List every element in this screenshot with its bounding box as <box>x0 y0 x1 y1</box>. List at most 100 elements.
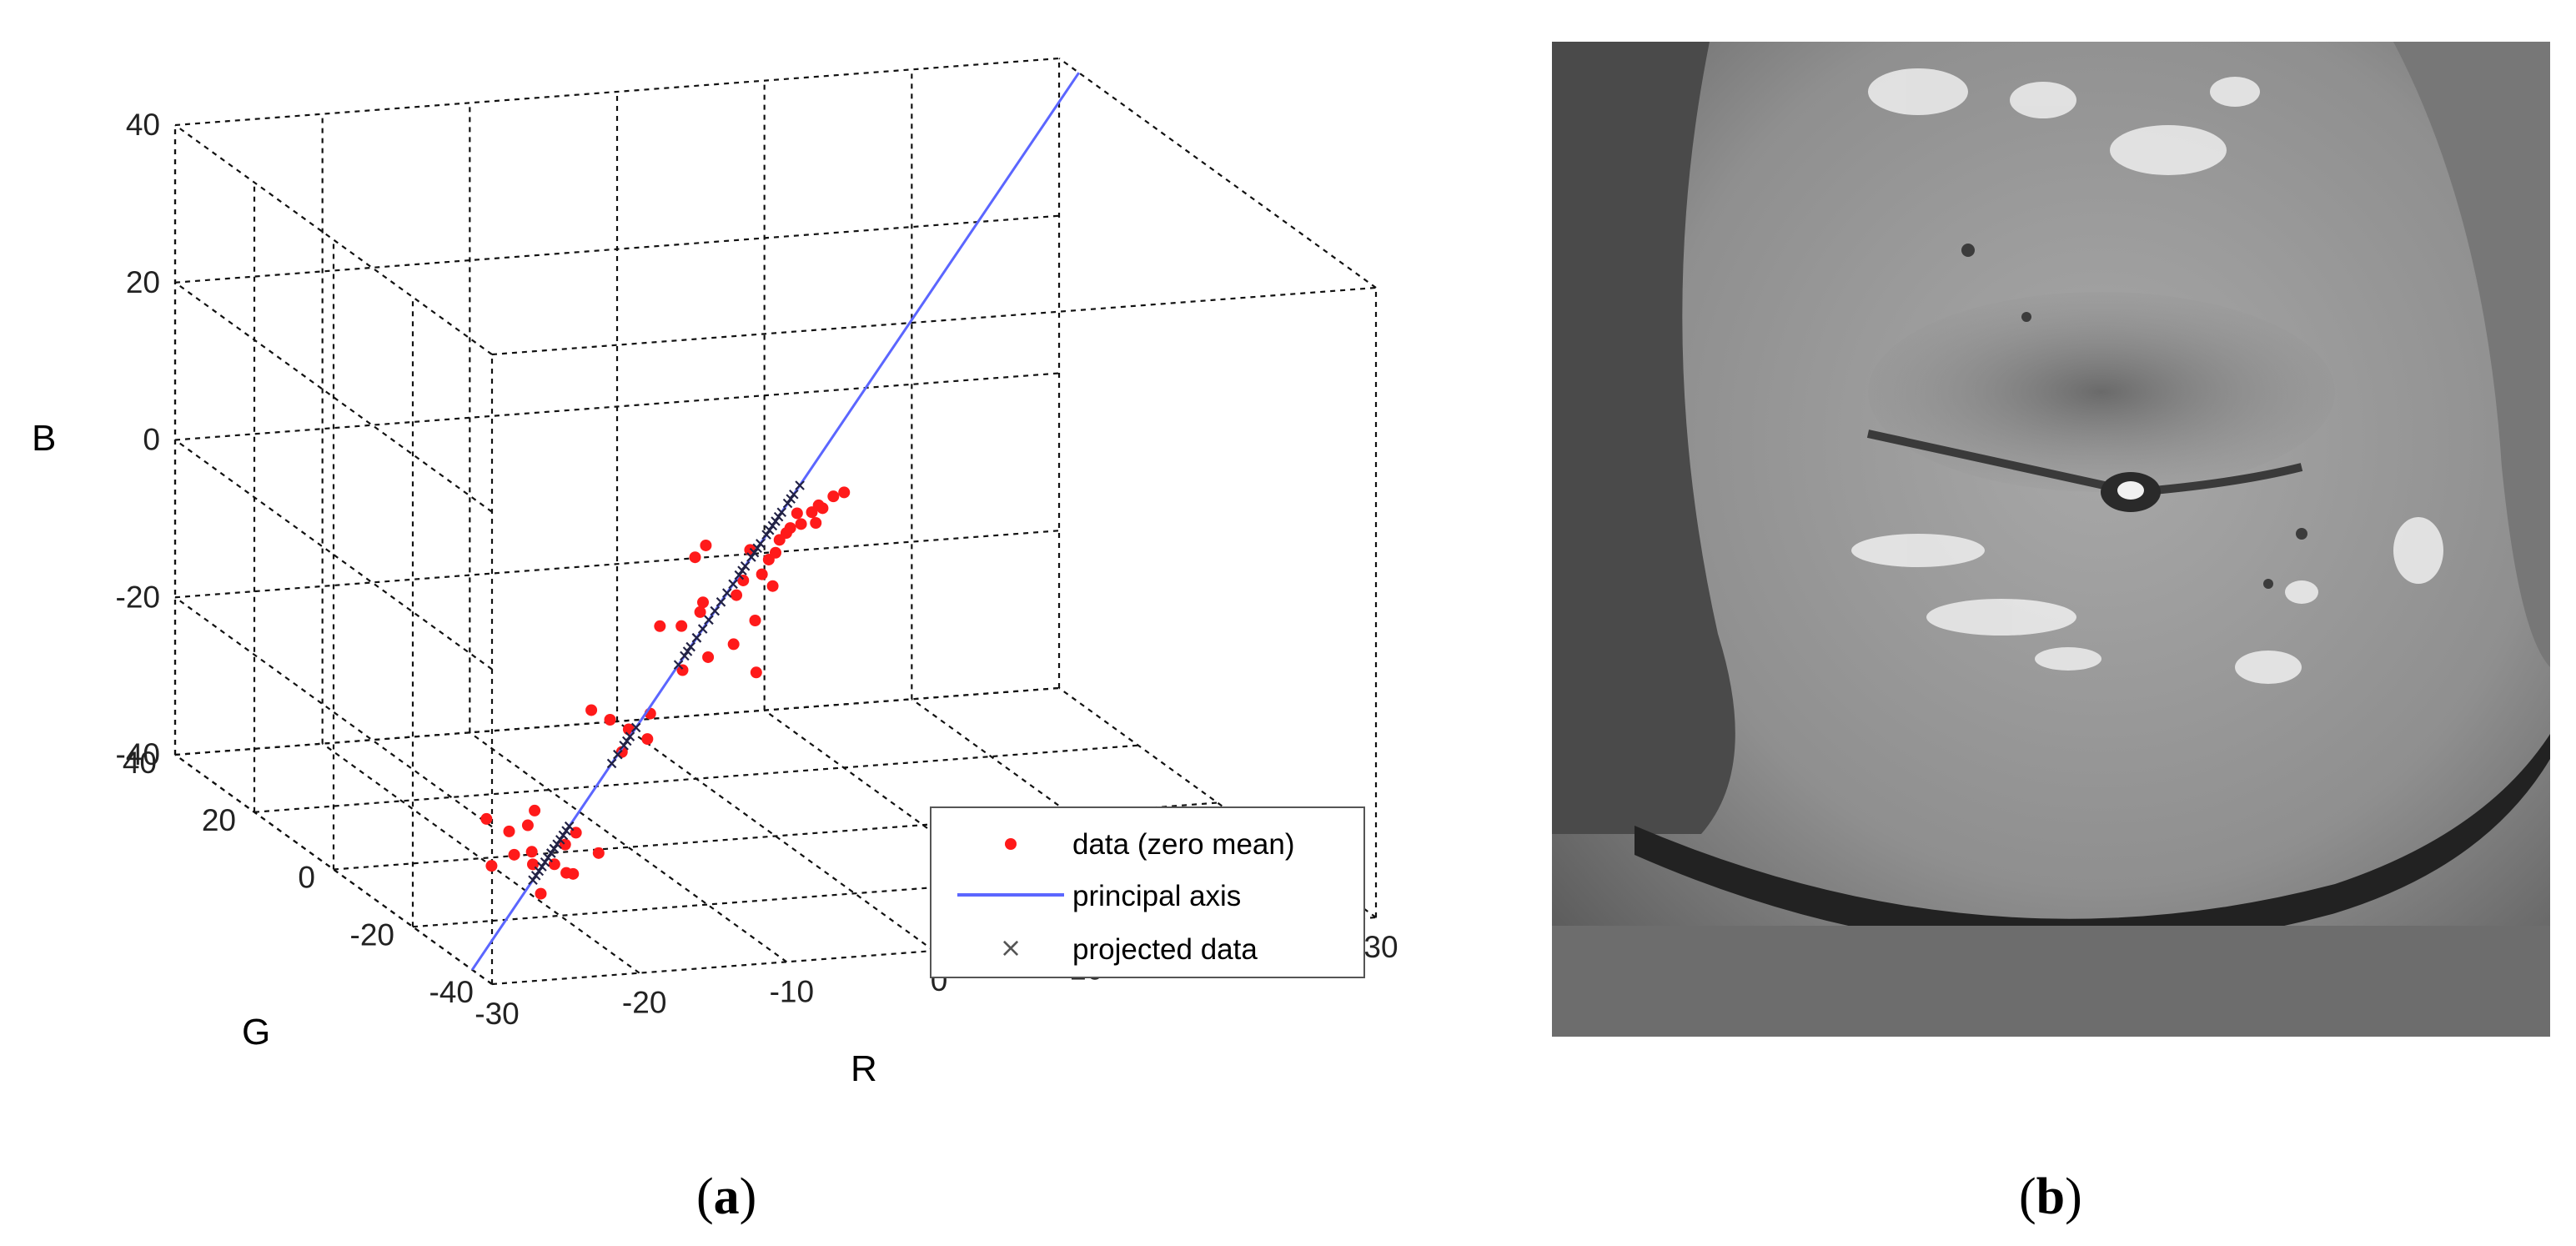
data-point <box>827 490 840 503</box>
data-point <box>810 517 822 529</box>
projected-point <box>728 579 738 590</box>
x-tick-label: -10 <box>770 974 814 1008</box>
caption-a: (a) <box>696 1168 757 1225</box>
legend: data (zero mean) principal axis × projec… <box>930 806 1365 978</box>
speculum-lower-arc <box>1634 734 2550 951</box>
projected-point <box>555 835 565 845</box>
data-point <box>791 507 803 520</box>
x-tick-label: -20 <box>622 986 666 1020</box>
data-point <box>689 551 701 564</box>
data-point <box>529 804 541 816</box>
grid-line <box>174 530 1060 599</box>
z-tick-label: 40 <box>126 108 160 142</box>
projected-point <box>773 511 784 522</box>
data-point <box>731 589 743 601</box>
data-point <box>675 620 688 632</box>
data-point <box>702 651 715 663</box>
data-point <box>727 638 740 651</box>
projected-point <box>789 489 799 500</box>
projected-point <box>543 852 553 863</box>
speculum-right-edge <box>2393 42 2550 667</box>
projected-point <box>782 498 793 509</box>
x-axis-label: R <box>851 1048 877 1084</box>
data-point <box>766 580 779 592</box>
specular-highlights <box>1851 68 2443 684</box>
projected-point <box>619 741 629 751</box>
projected-point <box>786 494 796 504</box>
z-tick-label: 0 <box>143 423 160 457</box>
projected-point <box>710 605 721 616</box>
projected-point <box>552 839 562 850</box>
data-point <box>585 704 598 716</box>
legend-label-axis: principal axis <box>1072 880 1241 912</box>
os-highlight <box>2117 481 2144 500</box>
grid-line <box>412 859 1298 928</box>
data-point <box>812 499 825 511</box>
legend-label-projected: projected data <box>1072 933 1258 966</box>
grid-line <box>333 801 1218 871</box>
projected-point <box>761 530 771 540</box>
y-tick-label: 0 <box>298 861 315 895</box>
y-tick-label: 40 <box>123 746 157 780</box>
projected-point <box>530 871 541 881</box>
data-point <box>535 887 547 900</box>
projected-point <box>549 843 560 854</box>
data-point <box>654 620 666 632</box>
projected-point <box>740 561 751 571</box>
projected-point <box>764 525 775 535</box>
projected-point <box>737 565 747 575</box>
speculum-left-shadow <box>1552 42 1735 834</box>
data-point <box>749 615 761 626</box>
caption-b: (b) <box>2019 1168 2082 1225</box>
projected-point <box>697 624 708 634</box>
data-point <box>503 825 515 837</box>
legend-marker-projected: × <box>1000 932 1022 963</box>
data-point <box>560 867 573 879</box>
projected-point <box>680 651 690 661</box>
box-edge <box>491 286 1377 356</box>
projected-point <box>752 543 762 554</box>
projected-point <box>771 516 781 526</box>
projected-point <box>749 547 760 558</box>
lesion-region <box>1868 292 2335 492</box>
grid-line <box>174 686 1060 756</box>
data-point <box>641 733 654 746</box>
projected-point <box>621 736 632 746</box>
projected-point <box>716 597 726 607</box>
y-tick-label: 20 <box>202 803 236 837</box>
speculum-bottom-blade <box>1552 926 2550 1037</box>
z-tick-label: 20 <box>126 265 160 299</box>
projected-point <box>625 731 635 741</box>
data-point <box>697 596 709 609</box>
grid-line <box>174 214 1060 284</box>
projected-point <box>528 875 538 886</box>
x-tick-label: -30 <box>475 997 519 1031</box>
data-point <box>694 605 706 618</box>
grid-line <box>254 744 1139 813</box>
projected-point <box>685 641 695 652</box>
grid-line <box>174 57 1060 127</box>
projected-point <box>613 749 623 760</box>
y-tick-label: -40 <box>429 975 474 1009</box>
z-tick-label: -40 <box>116 737 160 771</box>
projected-point <box>540 857 550 867</box>
data-point <box>756 568 768 580</box>
projected-point <box>537 862 547 872</box>
data-point <box>750 666 762 679</box>
projected-point <box>722 588 732 598</box>
projected-point <box>734 570 745 580</box>
projected-point <box>756 539 766 549</box>
projected-point <box>630 722 641 733</box>
projected-point <box>691 633 702 643</box>
projected-point <box>746 552 756 562</box>
projected-point <box>564 821 575 832</box>
data-point <box>508 848 520 861</box>
projected-point <box>534 866 545 877</box>
projected-point <box>682 646 693 656</box>
legend-marker-data <box>1005 838 1017 850</box>
data-point <box>780 527 792 540</box>
data-point <box>700 539 712 551</box>
projected-point <box>767 520 778 531</box>
dark-spots <box>1961 244 2307 589</box>
data-point <box>485 860 498 872</box>
